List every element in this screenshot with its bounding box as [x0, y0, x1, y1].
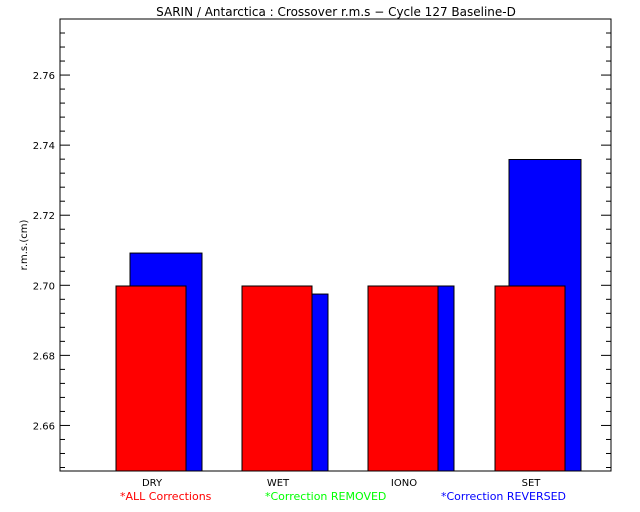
bar-all-corrections-dry [115, 285, 187, 472]
x-tick-label-iono: IONO [391, 478, 417, 489]
y-tick-label: 2.68 [33, 351, 55, 362]
legend-label: ALL Corrections [125, 490, 212, 503]
x-tick-labels-group: DRY WET IONO SET [142, 478, 541, 489]
y-tick-label: 2.76 [33, 71, 55, 82]
y-axis-label: r.m.s.(cm) [19, 220, 30, 271]
x-tick-label-set: SET [522, 478, 542, 489]
bar-all-corrections-iono [367, 285, 439, 472]
legend-item-correction-removed: *Correction REMOVED [265, 490, 386, 503]
y-tick-label: 2.70 [33, 281, 55, 292]
y-tick-label: 2.72 [33, 211, 55, 222]
bars-group [115, 159, 582, 472]
legend-item-all-corrections: *ALL Corrections [120, 490, 211, 503]
bar-all-corrections-wet [241, 285, 313, 472]
legend-marker: * [441, 490, 447, 503]
y-tick-label: 2.66 [33, 421, 55, 432]
y-ticks-group: 2.66 2.68 2.70 2.72 2.74 2.76 [33, 18, 611, 468]
legend-label: Correction REVERSED [446, 490, 567, 503]
plot-frame [59, 18, 612, 472]
legend-item-correction-reversed: *Correction REVERSED [441, 490, 566, 503]
legend-label: Correction REMOVED [270, 490, 387, 503]
bar-all-corrections-set [494, 285, 566, 472]
legend-marker: * [265, 490, 271, 503]
y-tick-label: 2.74 [33, 141, 55, 152]
x-tick-label-wet: WET [267, 478, 290, 489]
x-tick-label-dry: DRY [142, 478, 163, 489]
legend-marker: * [120, 490, 126, 503]
chart-title: SARIN / Antarctica : Crossover r.m.s − C… [156, 5, 516, 19]
